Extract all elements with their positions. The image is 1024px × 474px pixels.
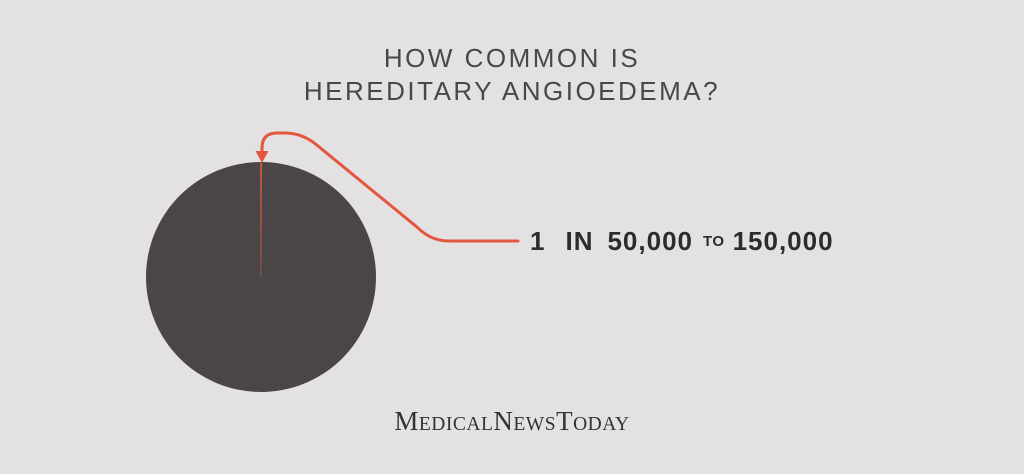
- logo-part: EDICAL: [418, 414, 494, 435]
- ratio-numerator: 1: [530, 226, 546, 256]
- logo-part: T: [556, 406, 574, 436]
- page-title-line-2: HEREDITARY ANGIOEDEMA?: [303, 76, 721, 106]
- ratio-range-connector: TO: [703, 233, 725, 250]
- medical-news-today-logo: MEDICALNEWSTODAY: [0, 406, 1024, 437]
- logo-part: ODAY: [573, 414, 630, 435]
- page-title: HOW COMMON IS HEREDITARY ANGIOEDEMA?: [0, 42, 1024, 108]
- ratio-preposition: IN: [565, 226, 594, 256]
- ratio-label: 1 IN 50,000 TO 150,000: [530, 226, 834, 257]
- ratio-range-start: 50,000: [607, 226, 693, 256]
- logo-part: M: [394, 406, 419, 436]
- pie-slice-line: [260, 163, 262, 277]
- ratio-range-end: 150,000: [732, 226, 834, 256]
- logo-part: N: [493, 406, 514, 436]
- page-title-line-1: HOW COMMON IS: [383, 43, 641, 73]
- logo-part: EWS: [513, 414, 557, 435]
